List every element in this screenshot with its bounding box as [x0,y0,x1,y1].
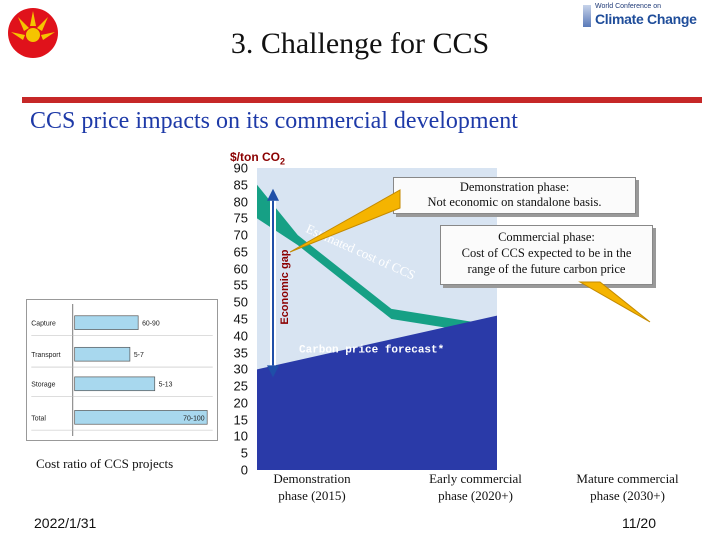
callout-demonstration-line2: Not economic on standalone basis. [427,195,602,209]
footer-date: 2022/1/31 [34,515,97,531]
y-tick-label: 65 [233,244,248,260]
carbon-price-label: Carbon price forecast* [299,345,444,357]
y-tick-label: 40 [233,328,248,344]
chart-ylabel-subscript: 2 [280,156,286,167]
x-phase-label: Mature commercial phase (2030+) [565,470,690,504]
y-tick-label: 0 [240,462,248,478]
x-phase-line1: Mature commercial [576,471,679,486]
cost-row-label: Transport [31,352,60,359]
cost-row-value: 60-90 [142,321,160,328]
callout-commercial-line2: Cost of CCS expected to be in the [461,246,632,260]
chart-ylabel-text: $/ton CO [230,150,280,164]
y-tick-label: 85 [233,177,248,193]
cost-row-value: 5-7 [134,352,144,359]
conference-logo: World Conference on Climate Change [583,3,715,33]
cost-row-value: 70-100 [183,415,205,422]
y-tick-label: 25 [233,378,248,394]
y-tick-label: 55 [233,277,248,293]
cost-row-bar [74,410,208,425]
company-logo [8,8,58,58]
economic-gap-arrowhead-top [267,188,279,201]
cost-row-value: 5-13 [159,382,173,389]
cost-row-bar [74,346,131,362]
x-phase-label: Early commercial phase (2020+) [418,470,533,504]
x-phase-line2: phase (2015) [278,488,346,503]
logo-big-text: Climate Change [595,11,697,27]
cost-ratio-label: Cost ratio of CCS projects [36,456,174,471]
y-axis-ticks: 90 85 80 75 70 65 60 55 50 45 40 35 30 25 20 15 10 5 0 [222,160,248,480]
y-tick-label: 20 [233,395,248,411]
title-divider [22,97,702,103]
economic-gap-label: Economic gap [279,249,291,324]
callout-commercial-line1: Commercial phase: [498,230,595,244]
callout-commercial: Commercial phase: Cost of CCS expected t… [440,225,653,285]
y-tick-label: 5 [240,445,248,461]
slide-subtitle: CCS price impacts on its commercial deve… [30,108,518,134]
cost-row-label: Capture [31,321,56,328]
y-tick-label: 60 [233,261,248,277]
y-tick-label: 50 [233,294,248,310]
carbon-price-area [257,315,497,470]
x-phase-line1: Demonstration [273,471,351,486]
x-phase-line2: phase (2030+) [590,488,665,503]
y-tick-label: 75 [233,210,248,226]
callout-commercial-line3: range of the future carbon price [467,262,626,276]
y-tick-label: 45 [233,311,248,327]
callout-demonstration-line1: Demonstration phase: [459,180,570,194]
x-phase-line1: Early commercial [429,471,522,486]
page-title: 3. Challenge for CCS [230,27,490,60]
estimated-cost-band [257,184,497,336]
y-tick-label: 35 [233,345,248,361]
y-tick-label: 10 [233,428,248,444]
callout-demonstration: Demonstration phase: Not economic on sta… [393,177,636,214]
commercial-callout-arrow [578,281,651,323]
y-tick-label: 30 [233,361,248,377]
logo-bar [583,5,591,27]
cost-ratio-table: Capture 60-90 Transport 5-7 Storage 5-13 Total… [26,299,218,441]
x-phase-line2: phase (2020+) [438,488,513,503]
cost-row-bar [74,376,156,392]
y-tick-label: 90 [233,160,248,176]
cost-row-label: Total [31,415,46,422]
y-tick-label: 80 [233,194,248,210]
economic-gap-arrowhead-bottom [267,365,279,378]
cost-row-label: Storage [31,382,55,389]
page-number: 11/20 [622,515,656,531]
cost-row-bar [74,315,139,330]
x-phase-label: Demonstration phase (2015) [262,470,362,504]
y-tick-label: 15 [233,412,248,428]
logo-small-text: World Conference on [595,3,662,10]
y-tick-label: 70 [233,227,248,243]
chart-ylabel: $/ton CO2 [230,150,285,166]
